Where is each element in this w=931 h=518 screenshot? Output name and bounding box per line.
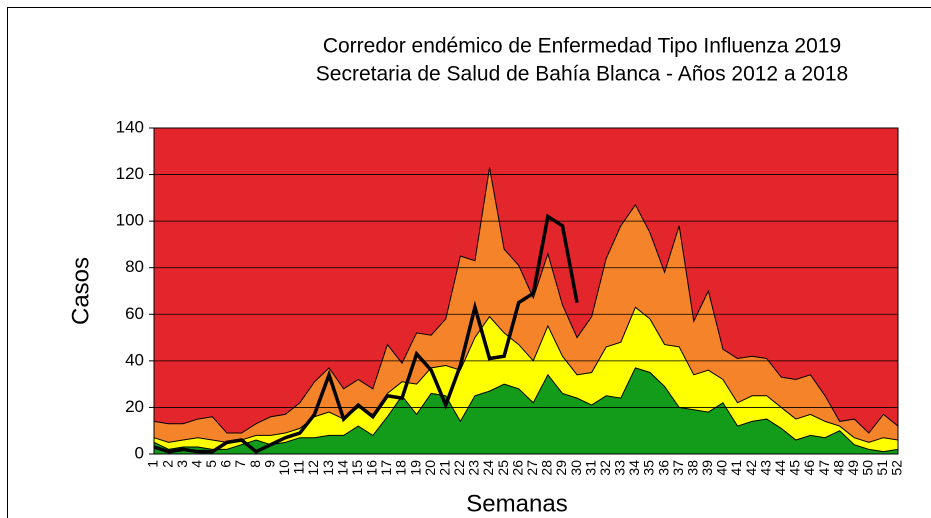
- x-tick-label: 12: [305, 460, 321, 476]
- x-tick-label: 24: [480, 460, 496, 476]
- y-tick-label: 40: [125, 350, 144, 369]
- x-tick-label: 39: [699, 460, 715, 476]
- x-tick-label: 13: [320, 460, 336, 476]
- x-tick-label: 11: [291, 460, 307, 475]
- x-tick-label: 46: [801, 460, 817, 476]
- x-tick-label: 36: [655, 460, 671, 476]
- x-tick-label: 40: [714, 460, 730, 476]
- x-tick-label: 25: [495, 460, 511, 476]
- x-tick-label: 32: [597, 460, 613, 476]
- y-tick-label: 20: [125, 397, 144, 416]
- x-tick-label: 50: [860, 460, 876, 476]
- x-tick-label: 48: [830, 460, 846, 476]
- x-tick-label: 30: [568, 460, 584, 476]
- y-tick-label: 60: [125, 304, 144, 323]
- x-tick-label: 5: [203, 460, 219, 468]
- x-tick-label: 47: [816, 460, 832, 476]
- x-tick-label: 19: [407, 460, 423, 476]
- x-tick-label: 3: [174, 460, 190, 468]
- x-tick-label: 37: [670, 460, 686, 476]
- y-tick-label: 0: [135, 443, 144, 462]
- x-tick-label: 52: [889, 460, 905, 476]
- x-tick-label: 45: [787, 460, 803, 476]
- x-tick-label: 33: [612, 460, 628, 476]
- x-tick-label: 29: [553, 460, 569, 476]
- x-tick-label: 26: [509, 460, 525, 476]
- chart-subtitle: Secretaria de Salud de Bahía Blanca - Añ…: [316, 63, 848, 86]
- x-tick-label: 23: [466, 460, 482, 476]
- y-tick-label: 80: [125, 257, 144, 276]
- x-tick-label: 34: [626, 460, 642, 476]
- x-tick-label: 41: [728, 460, 744, 476]
- x-tick-label: 42: [743, 460, 759, 476]
- x-tick-label: 38: [684, 460, 700, 476]
- x-tick-label: 21: [436, 460, 452, 476]
- plot-border: [153, 127, 899, 455]
- area: [153, 367, 899, 455]
- x-tick-label: 51: [874, 460, 890, 476]
- x-tick-label: 17: [378, 460, 394, 476]
- x-tick-label: 27: [524, 460, 540, 476]
- x-tick-label: 28: [539, 460, 555, 476]
- chart-title: Corredor endémico de Enfermedad Tipo Inf…: [323, 35, 841, 58]
- x-tick-label: 4: [188, 460, 204, 468]
- x-tick-label: 16: [364, 460, 380, 476]
- x-axis-label: Semanas: [466, 490, 567, 517]
- x-tick-label: 44: [772, 460, 788, 476]
- y-tick-label: 100: [116, 211, 144, 230]
- x-tick-label: 1: [145, 460, 161, 468]
- x-tick-label: 18: [393, 460, 409, 476]
- x-tick-label: 14: [334, 460, 350, 476]
- x-tick-label: 7: [232, 460, 248, 468]
- y-tick-label: 140: [116, 117, 144, 136]
- x-tick-label: 22: [451, 460, 467, 476]
- x-tick-label: 31: [582, 460, 598, 476]
- y-tick-label: 120: [116, 164, 144, 183]
- x-tick-label: 43: [757, 460, 773, 476]
- y-axis-label: Casos: [67, 257, 94, 325]
- x-tick-label: 6: [218, 460, 234, 468]
- x-tick-label: 2: [159, 460, 175, 468]
- x-tick-label: 49: [845, 460, 861, 476]
- line: [153, 213, 579, 454]
- x-tick-label: 20: [422, 460, 438, 476]
- x-tick-label: 35: [641, 460, 657, 476]
- x-tick-label: 9: [261, 460, 277, 468]
- x-tick-label: 8: [247, 460, 263, 468]
- x-tick-label: 15: [349, 460, 365, 476]
- x-tick-label: 10: [276, 460, 292, 476]
